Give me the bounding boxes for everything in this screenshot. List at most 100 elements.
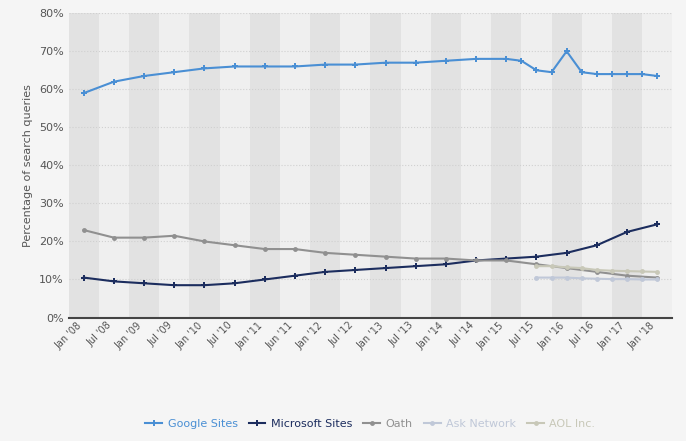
Google Sites	[653, 73, 661, 78]
Google Sites	[381, 60, 390, 65]
Google Sites	[623, 71, 631, 77]
Google Sites	[412, 60, 420, 65]
Ask Network	[593, 276, 601, 281]
Oath	[502, 258, 510, 263]
Google Sites	[321, 62, 329, 67]
Oath	[351, 252, 359, 258]
AOL Inc.	[638, 269, 646, 274]
AOL Inc.	[563, 265, 571, 270]
Microsoft Sites	[291, 273, 299, 278]
Oath	[412, 256, 420, 261]
Oath	[532, 262, 541, 267]
Ask Network	[547, 275, 556, 280]
Oath	[381, 254, 390, 259]
Microsoft Sites	[593, 243, 601, 248]
Oath	[110, 235, 118, 240]
Ask Network	[638, 277, 646, 282]
Google Sites	[502, 56, 510, 61]
Bar	[310, 13, 340, 318]
Microsoft Sites	[110, 279, 118, 284]
Google Sites	[261, 64, 269, 69]
Oath	[472, 258, 480, 263]
Ask Network	[623, 277, 631, 282]
Line: Google Sites: Google Sites	[81, 49, 660, 96]
Google Sites	[442, 58, 450, 64]
Microsoft Sites	[502, 256, 510, 261]
Y-axis label: Percentage of search queries: Percentage of search queries	[23, 84, 34, 247]
Bar	[69, 13, 99, 318]
AOL Inc.	[623, 269, 631, 274]
Google Sites	[472, 56, 480, 61]
Ask Network	[532, 275, 541, 280]
Microsoft Sites	[472, 258, 480, 263]
Oath	[230, 243, 239, 248]
Bar	[189, 13, 220, 318]
Oath	[200, 239, 209, 244]
Oath	[321, 250, 329, 255]
Legend: Google Sites, Microsoft Sites, Oath, Ask Network, AOL Inc.: Google Sites, Microsoft Sites, Oath, Ask…	[141, 415, 600, 433]
Microsoft Sites	[532, 254, 541, 259]
Bar	[612, 13, 642, 318]
Line: AOL Inc.: AOL Inc.	[534, 264, 660, 274]
Oath	[140, 235, 148, 240]
Google Sites	[170, 70, 178, 75]
Microsoft Sites	[563, 250, 571, 255]
Microsoft Sites	[200, 283, 209, 288]
Microsoft Sites	[321, 269, 329, 274]
Oath	[291, 247, 299, 252]
Google Sites	[517, 58, 525, 64]
Line: Oath: Oath	[81, 228, 660, 280]
Google Sites	[547, 70, 556, 75]
Microsoft Sites	[140, 280, 148, 286]
Google Sites	[563, 49, 571, 54]
Google Sites	[140, 73, 148, 78]
Oath	[261, 247, 269, 252]
Ask Network	[608, 277, 616, 282]
Google Sites	[532, 67, 541, 73]
AOL Inc.	[593, 267, 601, 273]
Microsoft Sites	[653, 222, 661, 227]
Google Sites	[80, 90, 88, 96]
Line: Ask Network: Ask Network	[534, 275, 660, 282]
Microsoft Sites	[261, 277, 269, 282]
Google Sites	[638, 71, 646, 77]
Microsoft Sites	[170, 283, 178, 288]
Google Sites	[110, 79, 118, 84]
AOL Inc.	[547, 264, 556, 269]
Ask Network	[578, 276, 586, 281]
AOL Inc.	[578, 265, 586, 271]
Google Sites	[593, 71, 601, 77]
Bar	[431, 13, 461, 318]
Bar	[491, 13, 521, 318]
Bar	[370, 13, 401, 318]
Oath	[593, 269, 601, 274]
Ask Network	[563, 275, 571, 280]
Oath	[563, 265, 571, 271]
Line: Microsoft Sites: Microsoft Sites	[81, 221, 660, 288]
Ask Network	[653, 277, 661, 282]
Bar	[129, 13, 159, 318]
AOL Inc.	[653, 269, 661, 274]
Bar	[552, 13, 582, 318]
Google Sites	[230, 64, 239, 69]
Microsoft Sites	[381, 265, 390, 271]
Microsoft Sites	[623, 229, 631, 235]
AOL Inc.	[532, 264, 541, 269]
Google Sites	[200, 66, 209, 71]
AOL Inc.	[608, 268, 616, 273]
Microsoft Sites	[351, 267, 359, 273]
Google Sites	[291, 64, 299, 69]
Oath	[80, 228, 88, 233]
Google Sites	[351, 62, 359, 67]
Google Sites	[578, 70, 586, 75]
Microsoft Sites	[442, 262, 450, 267]
Microsoft Sites	[412, 264, 420, 269]
Oath	[653, 275, 661, 280]
Microsoft Sites	[80, 275, 88, 280]
Google Sites	[608, 71, 616, 77]
Oath	[623, 273, 631, 278]
Oath	[170, 233, 178, 239]
Oath	[442, 256, 450, 261]
Microsoft Sites	[230, 280, 239, 286]
Bar	[250, 13, 280, 318]
